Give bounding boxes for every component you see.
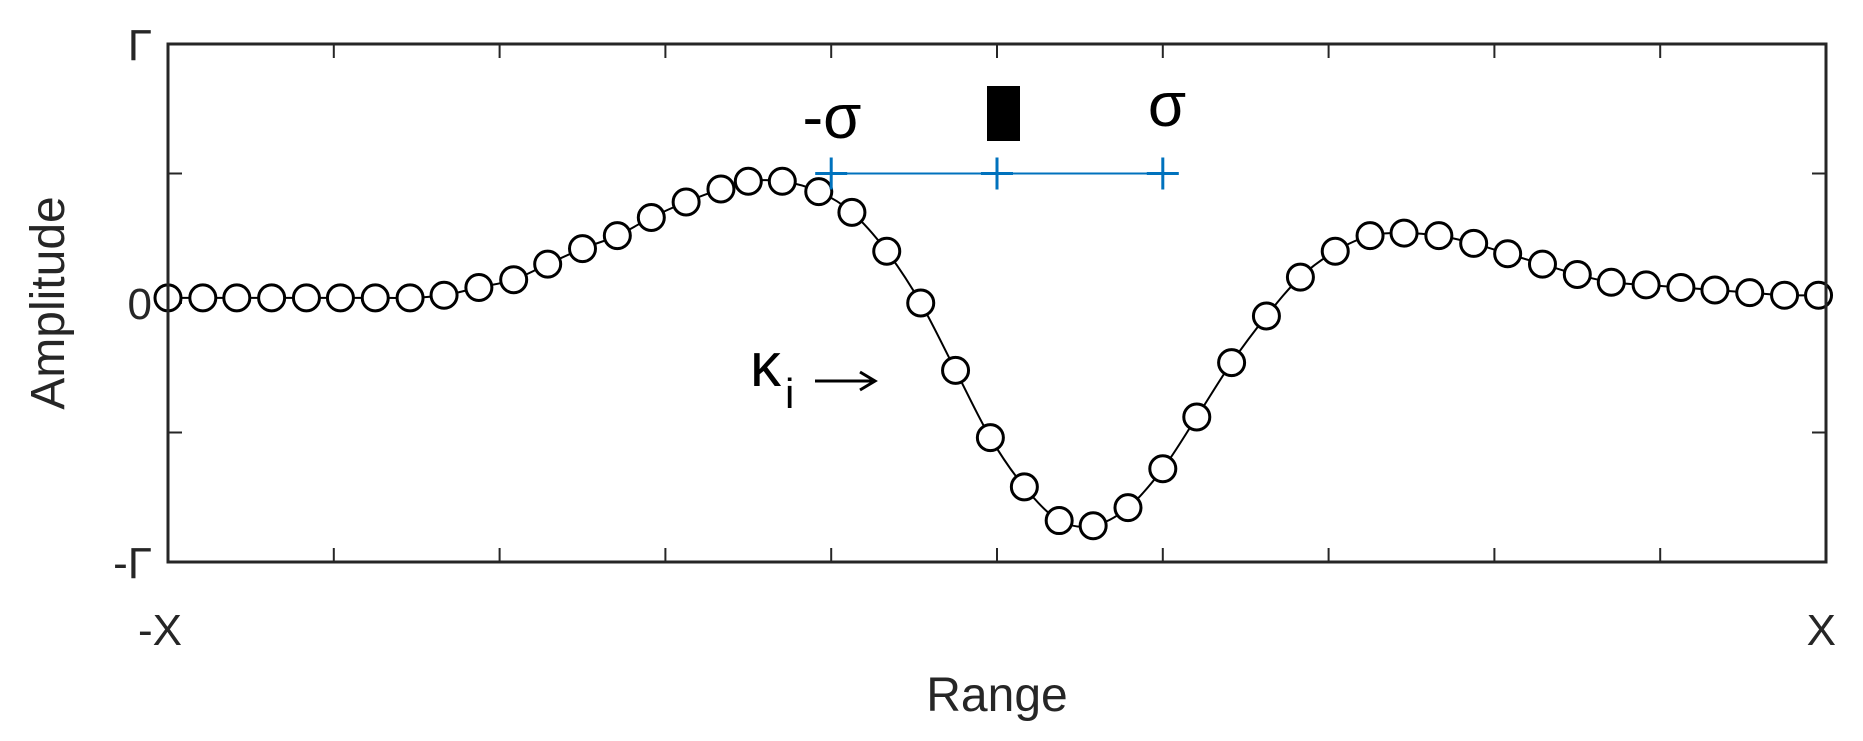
- data-point-43: [1631, 270, 1661, 300]
- data-point-34: [1320, 236, 1350, 266]
- data-point-19: [804, 177, 834, 207]
- y-axis-label: Amplitude: [22, 196, 75, 409]
- data-point-26: [1044, 506, 1074, 536]
- data-point-15: [671, 187, 701, 217]
- center-marker-block: [987, 86, 1020, 141]
- data-point-48: [1804, 280, 1834, 310]
- axes-box: [166, 42, 1828, 564]
- data-point-22: [906, 288, 936, 318]
- data-point-45: [1700, 275, 1730, 305]
- data-point-37: [1424, 221, 1454, 251]
- data-point-24: [975, 423, 1005, 453]
- data-point-35: [1355, 221, 1385, 251]
- plot-area: [153, 157, 1834, 541]
- data-point-44: [1666, 272, 1696, 302]
- y-tick-label: -Γ: [113, 539, 152, 588]
- data-point-10: [499, 265, 529, 295]
- data-point-36: [1389, 218, 1419, 248]
- data-point-4: [291, 283, 321, 313]
- data-point-33: [1285, 262, 1315, 292]
- data-point-3: [257, 283, 287, 313]
- data-point-6: [360, 283, 390, 313]
- data-point-18: [767, 166, 797, 196]
- y-tick-label: Γ: [128, 21, 152, 70]
- data-point-40: [1527, 249, 1557, 279]
- data-point-29: [1148, 454, 1178, 484]
- data-point-9: [464, 272, 494, 302]
- data-point-8: [429, 280, 459, 310]
- data-point-20: [837, 197, 867, 227]
- data-point-14: [636, 203, 666, 233]
- data-point-23: [941, 355, 971, 385]
- x-tick-label: X: [1807, 606, 1836, 655]
- data-point-46: [1735, 278, 1765, 308]
- x-tick-label: -X: [138, 606, 182, 655]
- data-point-31: [1217, 348, 1247, 378]
- data-point-30: [1182, 402, 1212, 432]
- data-point-17: [733, 166, 763, 196]
- sigma-label: σ: [1148, 71, 1186, 140]
- data-point-11: [533, 249, 563, 279]
- data-point-41: [1562, 260, 1592, 290]
- kappa-arrow: [815, 370, 878, 392]
- minus-sigma-label: -σ: [803, 83, 862, 152]
- data-point-1: [188, 283, 218, 313]
- data-point-27: [1078, 511, 1108, 541]
- kappa-subscript: i: [785, 370, 794, 417]
- x-axis-label: Range: [926, 669, 1067, 722]
- data-point-28: [1113, 493, 1143, 523]
- data-point-25: [1009, 472, 1039, 502]
- data-point-47: [1770, 280, 1800, 310]
- data-point-7: [395, 283, 425, 313]
- data-point-16: [706, 174, 736, 204]
- data-point-21: [872, 236, 902, 266]
- data-point-13: [602, 221, 632, 251]
- data-point-12: [568, 234, 597, 264]
- data-point-2: [222, 283, 252, 313]
- data-point-42: [1596, 267, 1626, 297]
- kappa-label: κ: [750, 331, 782, 400]
- data-point-39: [1493, 239, 1523, 269]
- data-point-5: [325, 283, 355, 313]
- series-line: [168, 179, 1819, 528]
- y-tick-label: 0: [128, 280, 152, 329]
- data-point-38: [1459, 228, 1489, 258]
- tick-labels: X -X 0 Γ -Γ: [113, 21, 1836, 655]
- data-point-32: [1251, 301, 1281, 331]
